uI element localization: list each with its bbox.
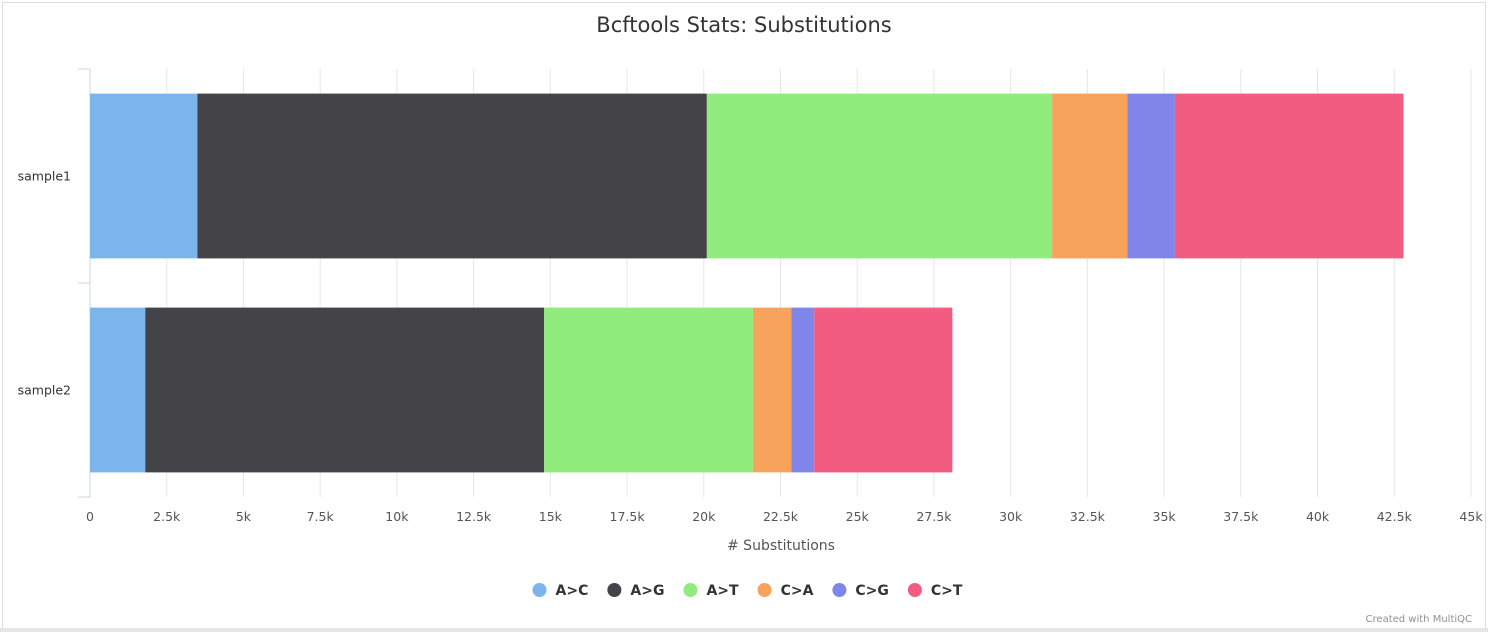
bar-sample2-A>T	[544, 307, 753, 473]
legend-label: C>G	[855, 583, 889, 599]
legend-item[interactable]: C>T	[907, 583, 963, 599]
legend-marker	[607, 583, 622, 597]
x-axis-title: # Substitutions	[727, 538, 835, 554]
x-tick-label: 15k	[539, 509, 563, 524]
x-tick-label: 22.5k	[763, 509, 799, 524]
bar-sample2-A>G	[145, 307, 545, 473]
x-tick-label: 10k	[385, 509, 409, 524]
x-tick-label: 30k	[999, 509, 1023, 524]
x-tick-label: 37.5k	[1223, 509, 1259, 524]
legend: A>C A>G A>T C>A C>G C>T	[532, 583, 963, 599]
legend-marker	[907, 583, 922, 597]
legend-label: A>C	[556, 583, 589, 599]
x-tick-label: 27.5k	[916, 509, 952, 524]
legend-label: C>A	[781, 583, 814, 599]
legend-item[interactable]: C>G	[832, 583, 889, 599]
y-category-labels: sample1 sample2	[18, 169, 71, 398]
bar-sample1-A>G	[197, 93, 707, 259]
legend-item[interactable]: A>T	[683, 583, 739, 599]
legend-label: A>G	[630, 583, 664, 599]
x-tick-label: 7.5k	[307, 509, 335, 524]
bar-sample1-C>G	[1127, 93, 1175, 259]
x-tick-label: 17.5k	[610, 509, 646, 524]
x-tick-label: 45k	[1459, 509, 1483, 524]
x-tick-label: 35k	[1153, 509, 1177, 524]
bar-sample2-A>C	[90, 307, 146, 473]
x-tick-label: 0	[86, 509, 94, 524]
bar-sample1-A>C	[90, 93, 198, 259]
x-tick-label: 20k	[692, 509, 716, 524]
legend-label: C>T	[931, 583, 963, 599]
bars	[90, 93, 1404, 473]
legend-label: A>T	[706, 583, 739, 599]
bar-sample2-C>G	[791, 307, 815, 473]
legend-item[interactable]: A>C	[532, 583, 589, 599]
credit-label[interactable]: Created with MultiQC	[1366, 614, 1472, 625]
x-tick-label: 5k	[236, 509, 252, 524]
legend-marker	[683, 583, 698, 597]
x-tick-label: 12.5k	[456, 509, 492, 524]
legend-item[interactable]: C>A	[757, 583, 814, 599]
category-label: sample2	[18, 383, 71, 398]
legend-marker	[832, 583, 847, 597]
x-tick-label: 25k	[846, 509, 870, 524]
x-tick-label: 32.5k	[1070, 509, 1106, 524]
bar-sample2-C>A	[752, 307, 792, 473]
x-tick-label: 2.5k	[153, 509, 181, 524]
bottom-border	[0, 628, 1488, 632]
bar-sample1-C>A	[1052, 93, 1128, 259]
bar-sample2-C>T	[814, 307, 953, 473]
legend-marker	[532, 583, 547, 597]
legend-marker	[757, 583, 772, 597]
bar-sample1-C>T	[1174, 93, 1404, 259]
axes	[78, 68, 91, 498]
legend-item[interactable]: A>G	[607, 583, 664, 599]
x-tick-labels: 0 2.5k 5k 7.5k 10k 12.5k 15k 17.5k 20k 22.5k 25k 27…	[86, 509, 1483, 524]
bar-sample1-A>T	[706, 93, 1053, 259]
chart-title: Bcftools Stats: Substitutions	[596, 13, 891, 37]
category-label: sample1	[18, 169, 71, 184]
x-tick-label: 40k	[1306, 509, 1330, 524]
x-tick-label: 42.5k	[1377, 509, 1413, 524]
